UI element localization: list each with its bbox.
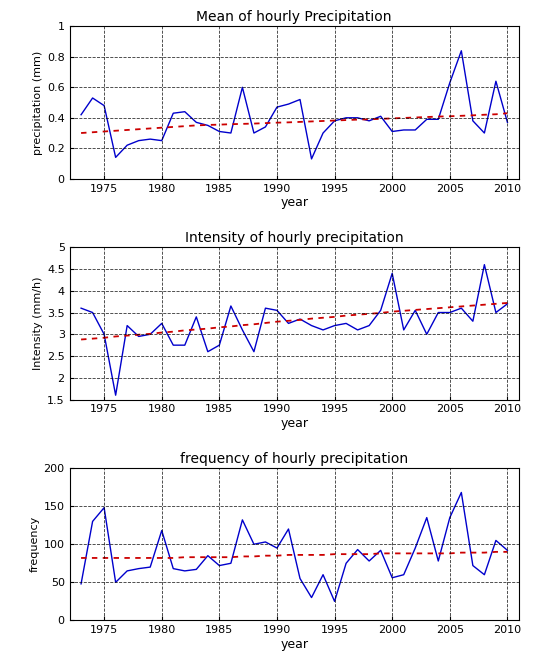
Y-axis label: precipitation (mm): precipitation (mm) xyxy=(33,50,43,154)
Title: Mean of hourly Precipitation: Mean of hourly Precipitation xyxy=(196,10,392,24)
Title: frequency of hourly precipitation: frequency of hourly precipitation xyxy=(180,451,408,465)
X-axis label: year: year xyxy=(280,196,308,209)
X-axis label: year: year xyxy=(280,417,308,430)
Y-axis label: Intensity (mm/h): Intensity (mm/h) xyxy=(33,277,43,370)
Y-axis label: frequency: frequency xyxy=(29,516,40,572)
X-axis label: year: year xyxy=(280,638,308,651)
Title: Intensity of hourly precipitation: Intensity of hourly precipitation xyxy=(185,231,403,245)
